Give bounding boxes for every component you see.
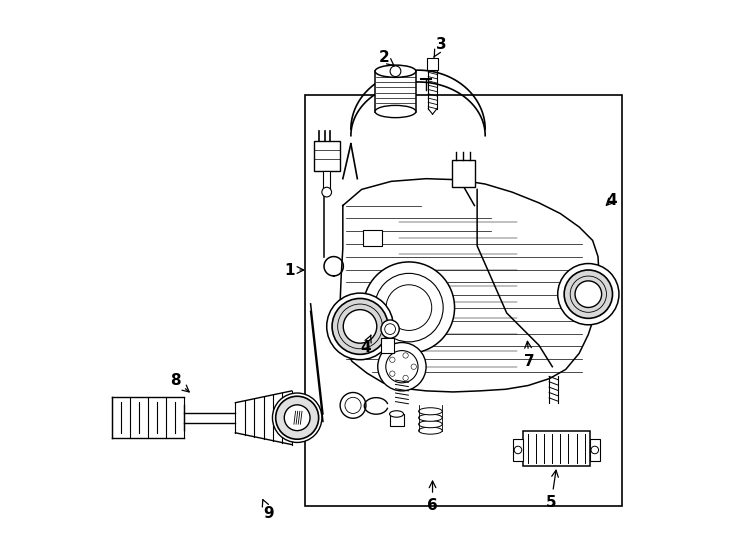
- Circle shape: [276, 396, 319, 439]
- Circle shape: [403, 375, 408, 381]
- Circle shape: [327, 293, 393, 360]
- Circle shape: [378, 342, 426, 391]
- Ellipse shape: [418, 414, 442, 421]
- Circle shape: [564, 270, 612, 319]
- Ellipse shape: [375, 65, 416, 77]
- Text: 2: 2: [379, 50, 395, 66]
- Text: 1: 1: [284, 262, 304, 278]
- Bar: [381, 338, 394, 353]
- Circle shape: [558, 264, 619, 325]
- Bar: [375, 71, 416, 112]
- Circle shape: [403, 353, 408, 358]
- Circle shape: [390, 357, 395, 362]
- Text: 3: 3: [434, 37, 446, 57]
- Circle shape: [332, 299, 388, 354]
- Ellipse shape: [390, 411, 404, 417]
- Bar: [513, 439, 523, 461]
- Polygon shape: [339, 179, 599, 392]
- Bar: [324, 171, 330, 192]
- Circle shape: [340, 393, 366, 418]
- Text: 9: 9: [262, 500, 274, 521]
- Circle shape: [390, 371, 395, 376]
- Text: 4: 4: [360, 335, 371, 355]
- Text: 7: 7: [524, 341, 534, 369]
- Circle shape: [385, 323, 396, 334]
- Bar: [590, 439, 600, 461]
- Circle shape: [272, 393, 322, 442]
- Circle shape: [374, 273, 443, 342]
- Circle shape: [390, 66, 401, 77]
- Circle shape: [591, 446, 598, 454]
- Text: 4: 4: [606, 193, 617, 208]
- Circle shape: [344, 309, 377, 343]
- Circle shape: [345, 397, 361, 414]
- Bar: [390, 414, 404, 426]
- Ellipse shape: [375, 105, 416, 118]
- Circle shape: [381, 320, 399, 338]
- Text: 8: 8: [170, 373, 189, 392]
- Circle shape: [284, 405, 310, 430]
- Circle shape: [515, 446, 522, 454]
- Ellipse shape: [418, 427, 442, 434]
- Text: 5: 5: [546, 470, 559, 510]
- Circle shape: [322, 187, 332, 197]
- Circle shape: [386, 285, 432, 330]
- Ellipse shape: [418, 408, 442, 415]
- Bar: [452, 160, 475, 187]
- Bar: [427, 58, 438, 70]
- Bar: [523, 431, 590, 466]
- Ellipse shape: [418, 421, 442, 428]
- Circle shape: [363, 262, 454, 353]
- Circle shape: [411, 364, 416, 369]
- Bar: [363, 230, 382, 246]
- Bar: [314, 141, 340, 171]
- Bar: [305, 96, 622, 507]
- Text: 6: 6: [427, 481, 438, 513]
- Circle shape: [386, 350, 418, 383]
- Circle shape: [575, 281, 602, 307]
